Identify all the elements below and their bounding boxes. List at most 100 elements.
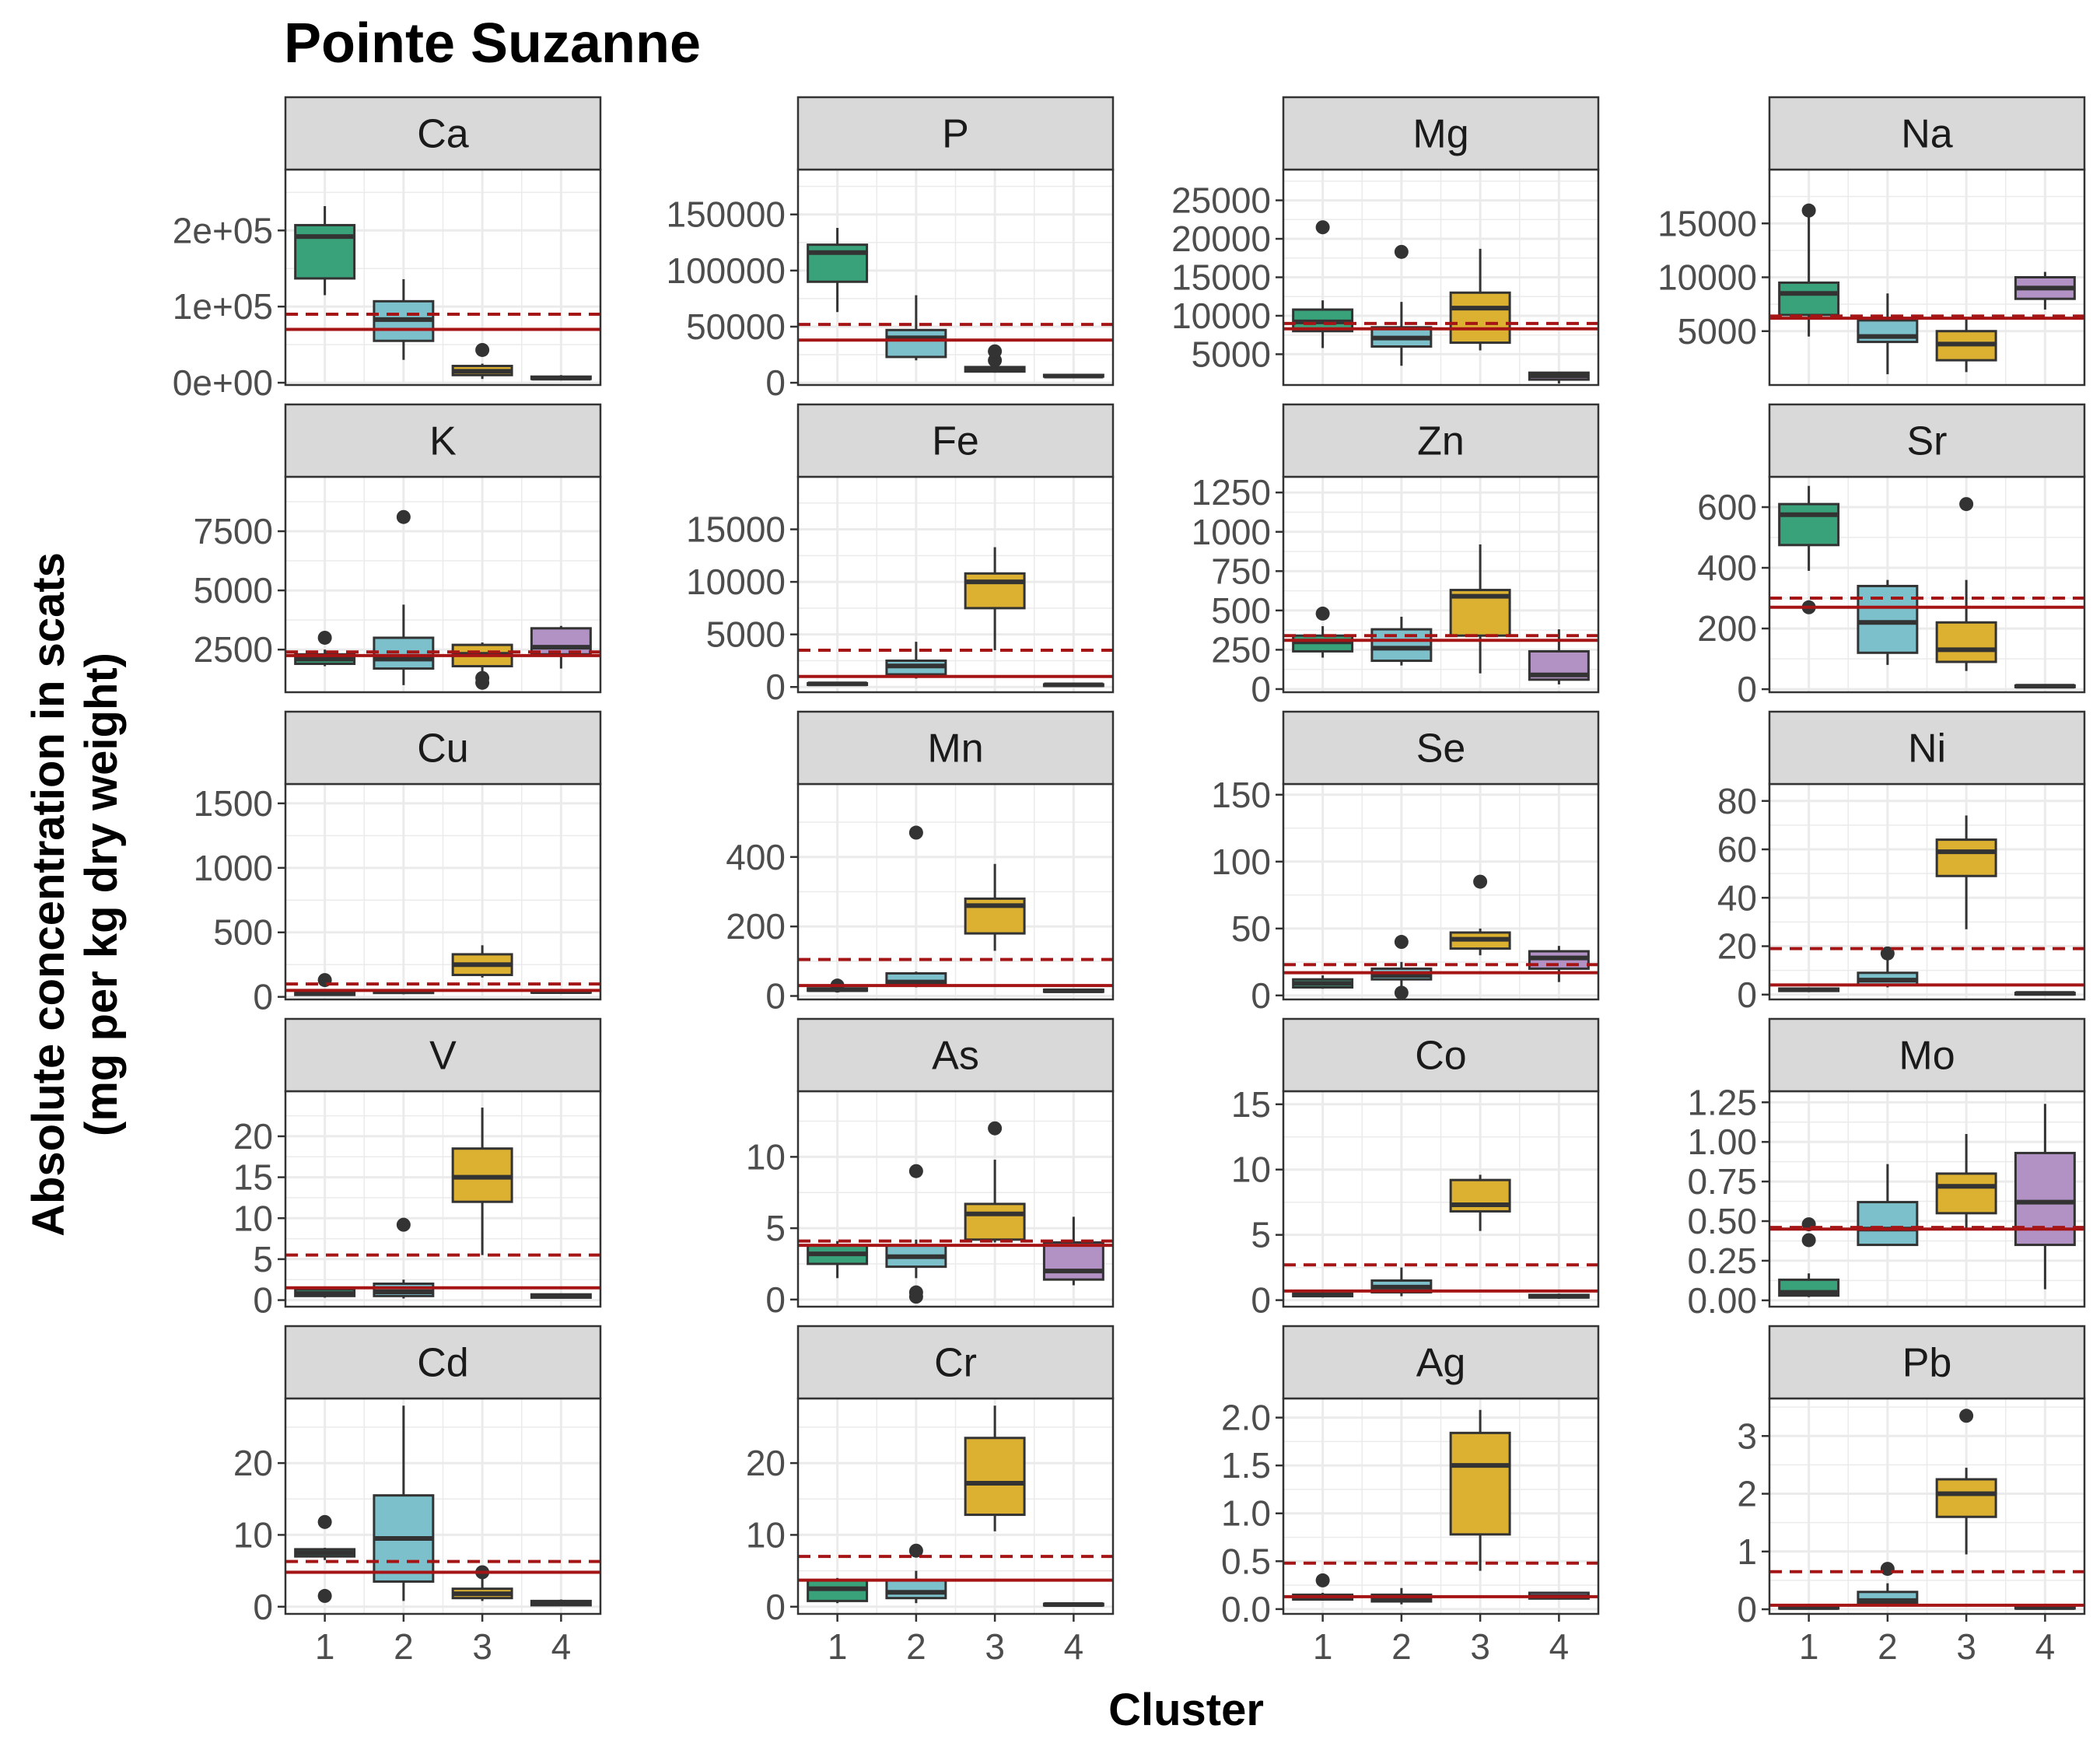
facet-panel-ni: Ni 0 20 40 60 80 <box>1717 710 2086 1015</box>
outlier-point <box>1315 220 1330 235</box>
y-tick-label: 0 <box>1737 1589 1757 1629</box>
y-tick-label: 10 <box>746 1136 786 1177</box>
y-tick-label: 500 <box>213 912 273 953</box>
box-iqr <box>530 627 592 656</box>
y-tick-label: 0e+00 <box>173 362 273 403</box>
y-tick-label: 0 <box>253 977 273 1017</box>
y-tick-label: 0.25 <box>1687 1241 1757 1281</box>
outlier-point <box>1394 935 1409 950</box>
y-axis-title-line2: (mg per kg dry weight) <box>76 653 127 1136</box>
y-tick-label: 150 <box>1211 775 1271 815</box>
y-tick-label: 1.00 <box>1687 1122 1757 1162</box>
box-cluster-3 <box>1449 248 1511 351</box>
outlier-point <box>396 509 411 524</box>
box-cluster-3 <box>964 1405 1026 1531</box>
box-cluster-3 <box>451 342 513 380</box>
y-tick-label: 1250 <box>1192 472 1271 513</box>
y-tick-label: 0.75 <box>1687 1161 1757 1202</box>
outlier-point <box>1801 203 1816 218</box>
y-tick-label: 10000 <box>686 562 786 602</box>
y-tick-label: 0 <box>765 667 786 707</box>
box-cluster-2 <box>1857 293 1919 375</box>
strip-label: V <box>429 1034 457 1079</box>
x-tick-label: 2 <box>906 1626 926 1667</box>
y-tick-label: 50 <box>1231 908 1271 949</box>
strip-label: Ag <box>1416 1341 1466 1386</box>
facet-panel-sr: Sr 0 200 400 600 <box>1697 403 2086 709</box>
outlier-point <box>317 1588 332 1603</box>
box-cluster-3 <box>1935 1409 1997 1555</box>
facet-panels: Ca0e+001e+052e+05P050000100000150000Mg50… <box>173 96 2086 1667</box>
y-tick-label: 15000 <box>686 509 786 550</box>
strip-background <box>796 1325 1115 1400</box>
x-tick-label: 1 <box>1799 1626 1819 1667</box>
y-tick-label: 10 <box>233 1514 273 1555</box>
facet-panel-fe: Fe 0 5000 10000 15000 <box>686 403 1115 707</box>
strip-background <box>284 403 602 478</box>
y-tick-label: 5000 <box>1678 311 1757 352</box>
box-cluster-2 <box>1857 946 1919 988</box>
strip-label: Fe <box>932 419 979 464</box>
box-cluster-1 <box>294 1287 356 1298</box>
box-iqr <box>964 572 1026 610</box>
y-tick-label: 5 <box>765 1208 786 1248</box>
box-cluster-4 <box>530 625 592 669</box>
y-tick-label: 750 <box>1211 551 1271 591</box>
box-cluster-3 <box>451 1108 513 1255</box>
box-iqr <box>2014 1151 2076 1247</box>
strip-label: Co <box>1415 1034 1466 1079</box>
facet-panel-na: Na 5000 10000 15000 <box>1657 96 2086 387</box>
y-tick-label: 7500 <box>194 511 273 551</box>
x-tick-label: 3 <box>1956 1626 1976 1667</box>
outlier-point <box>1394 985 1409 1000</box>
x-axis-title: Cluster <box>1108 1685 1264 1735</box>
box-cluster-4 <box>2014 1605 2076 1610</box>
y-tick-label: 0.5 <box>1221 1541 1271 1581</box>
facet-panel-mn: Mn 0 200 400 <box>726 710 1115 1017</box>
facet-panel-p: P 0 50000 100000 150000 <box>667 96 1115 403</box>
outlier-point <box>988 1121 1003 1136</box>
y-tick-label: 10000 <box>1657 257 1757 298</box>
strip-label: Mg <box>1412 112 1468 157</box>
box-iqr <box>1778 502 1840 547</box>
strip-background <box>284 1325 602 1400</box>
facet-panel-cr: Cr 0 10 20 1 2 3 4 <box>746 1325 1115 1667</box>
x-tick-label: 3 <box>1470 1626 1490 1667</box>
strip-background <box>1282 96 1600 171</box>
x-tick-label: 1 <box>828 1626 848 1667</box>
box-iqr <box>1449 1431 1511 1536</box>
facet-panel-co: Co 0 5 10 15 <box>1231 1017 1600 1321</box>
outlier-point <box>396 1217 411 1232</box>
box-cluster-1 <box>1778 485 1840 614</box>
y-tick-label: 10 <box>233 1198 273 1238</box>
x-tick-label: 2 <box>1878 1626 1898 1667</box>
box-iqr <box>294 223 356 280</box>
facet-panel-cu: Cu 0 500 1000 1500 <box>194 710 602 1017</box>
outlier-point <box>317 630 332 645</box>
box-cluster-3 <box>451 1565 513 1601</box>
strip-background <box>1282 1017 1600 1093</box>
strip-background <box>796 710 1115 786</box>
box-iqr <box>373 636 435 670</box>
box-cluster-4 <box>2014 271 2076 310</box>
y-tick-label: 250 <box>1211 629 1271 670</box>
x-tick-label: 4 <box>1064 1626 1084 1667</box>
strip-label: Ca <box>417 112 469 157</box>
box-cluster-3 <box>1449 1409 1511 1571</box>
x-tick-label: 4 <box>551 1626 572 1667</box>
box-iqr <box>1935 621 1997 663</box>
y-tick-label: 0 <box>765 1279 786 1320</box>
box-cluster-4 <box>1528 629 1590 684</box>
box-cluster-3 <box>1449 544 1511 674</box>
y-tick-label: 3 <box>1737 1416 1757 1456</box>
y-tick-label: 15 <box>1231 1084 1271 1125</box>
strip-background <box>1768 96 2086 171</box>
y-tick-label: 0 <box>1251 975 1271 1016</box>
outlier-point <box>908 825 923 840</box>
box-cluster-2 <box>1370 1267 1433 1297</box>
strip-background <box>1282 710 1600 786</box>
y-tick-label: 0 <box>765 362 786 403</box>
outlier-point <box>475 342 490 357</box>
outlier-point <box>1473 874 1488 889</box>
